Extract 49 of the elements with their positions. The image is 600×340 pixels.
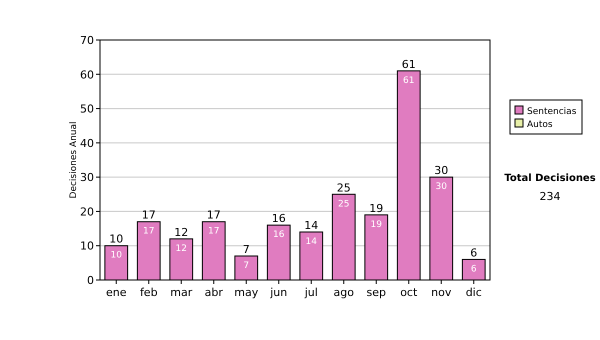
- y-tick-label: 0: [87, 274, 94, 287]
- total-label: 6: [470, 246, 478, 260]
- x-tick-label: jun: [269, 286, 288, 299]
- data-label: 6: [470, 264, 477, 274]
- data-label: 17: [143, 226, 154, 237]
- data-label: 61: [403, 76, 414, 86]
- y-tick-label: 60: [80, 68, 94, 82]
- total-label: 30: [434, 164, 448, 178]
- total-label: 14: [304, 219, 318, 232]
- y-tick-label: 40: [80, 136, 94, 150]
- x-tick-label: oct: [400, 286, 418, 299]
- y-axis-title: Decisiones Anual: [69, 122, 79, 198]
- x-tick-label: abr: [204, 286, 224, 299]
- x-tick-label: mar: [170, 286, 193, 299]
- total-label: 25: [336, 181, 351, 194]
- data-label: 30: [436, 182, 448, 192]
- data-label: 14: [306, 237, 318, 247]
- y-tick-label: 50: [80, 102, 94, 116]
- y-tick-label: 70: [80, 34, 94, 47]
- legend-label: Sentencias: [527, 107, 577, 117]
- data-label: 17: [208, 226, 220, 237]
- legend-label: Autos: [527, 120, 553, 130]
- x-tick-label: feb: [140, 286, 158, 299]
- x-tick-label: sep: [366, 286, 386, 299]
- total-label: 61: [402, 58, 416, 71]
- x-tick-label: may: [234, 286, 259, 299]
- total-label: 17: [206, 208, 221, 222]
- data-label: 7: [243, 261, 250, 271]
- total-label: 16: [272, 212, 286, 226]
- total-label: 17: [142, 208, 156, 222]
- x-tick-label: jul: [304, 286, 318, 299]
- x-tick-label: nov: [431, 286, 452, 299]
- data-label: 16: [273, 230, 285, 240]
- x-tick-label: ago: [334, 286, 354, 299]
- y-tick-label: 10: [80, 240, 94, 253]
- total-label: 10: [109, 232, 124, 246]
- text: 234: [540, 190, 560, 203]
- data-label: 25: [338, 199, 350, 210]
- total-label: 12: [174, 226, 188, 239]
- total-label: 7: [242, 243, 250, 256]
- text: Total Decisiones: [504, 173, 596, 184]
- total-label: 19: [369, 202, 384, 215]
- x-tick-label: dic: [466, 286, 482, 299]
- data-label: 12: [176, 244, 187, 254]
- data-label: 19: [370, 220, 382, 230]
- x-tick-label: ene: [106, 286, 127, 299]
- y-tick-label: 30: [80, 171, 94, 184]
- data-label: 10: [110, 250, 122, 261]
- y-tick-label: 20: [80, 205, 94, 218]
